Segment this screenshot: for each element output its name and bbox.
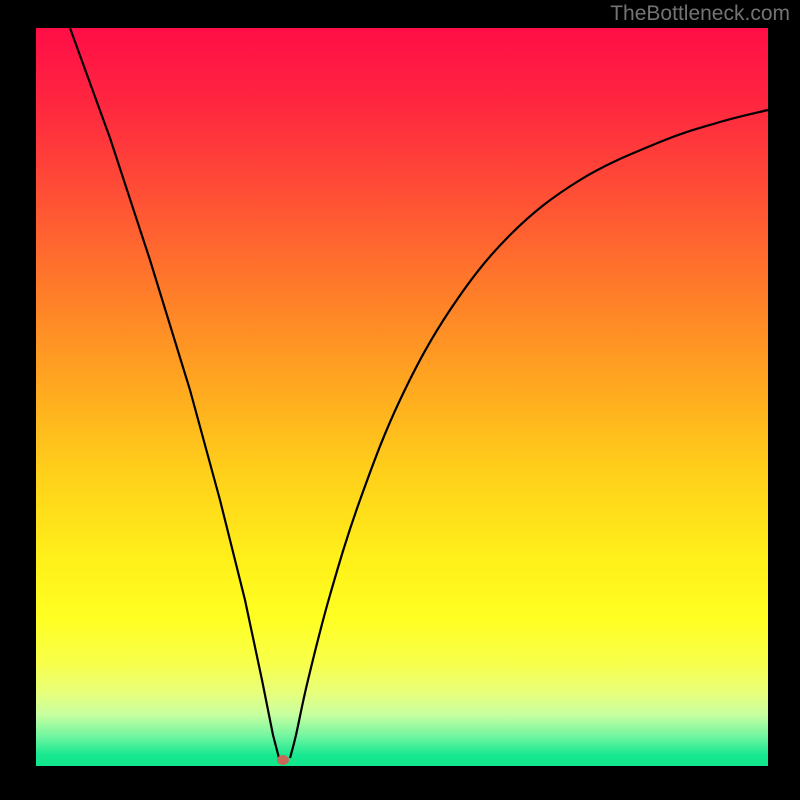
chart-svg — [0, 0, 800, 800]
minimum-marker — [277, 755, 289, 765]
watermark-text: TheBottleneck.com — [610, 2, 790, 26]
chart-container: TheBottleneck.com — [0, 0, 800, 800]
